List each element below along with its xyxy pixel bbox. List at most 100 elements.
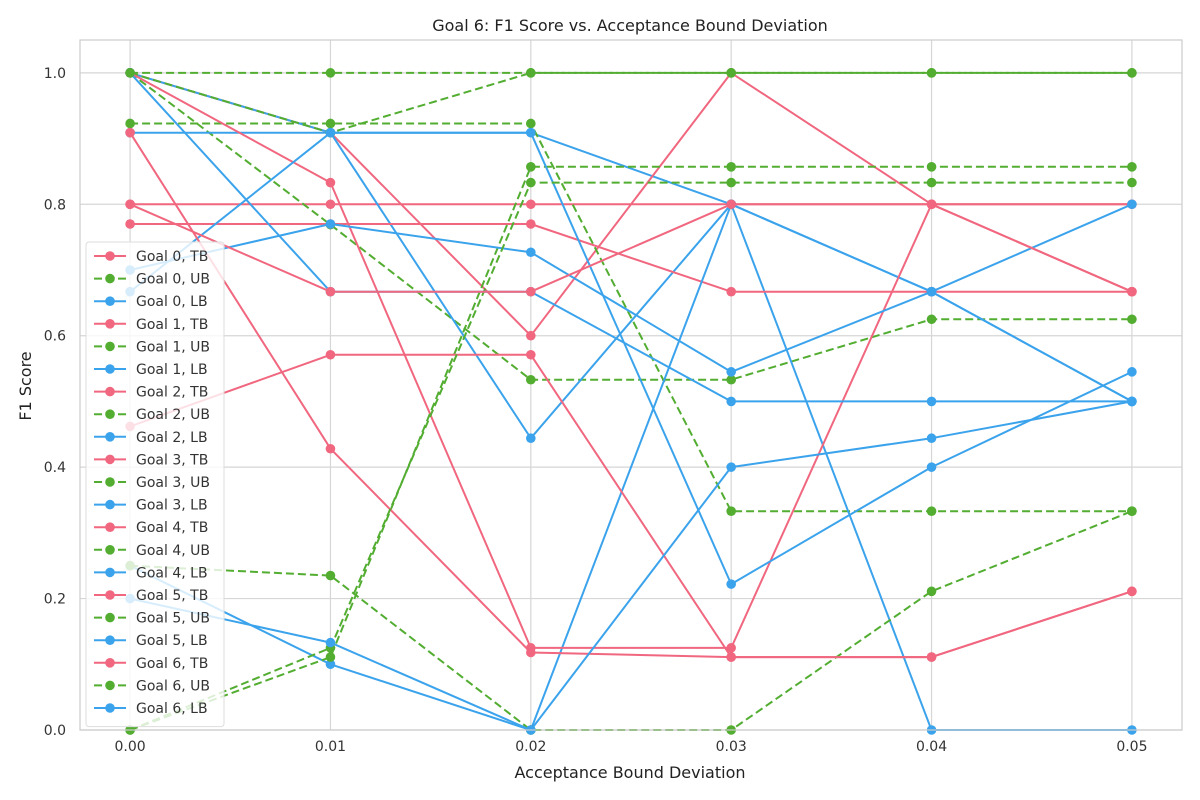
- legend-marker: [105, 341, 115, 352]
- data-point: [726, 199, 736, 210]
- data-point: [125, 199, 135, 210]
- data-point: [926, 652, 937, 662]
- legend-marker: [105, 522, 115, 532]
- legend-item: Goal 5, UB: [94, 611, 210, 627]
- data-point: [526, 127, 536, 138]
- legend-label: Goal 0, LB: [136, 294, 208, 310]
- legend-marker: [105, 364, 115, 374]
- series-goal-6-ub: [125, 68, 1137, 78]
- data-point: [325, 652, 336, 662]
- y-axis-label: F1 Score: [16, 351, 35, 420]
- data-point: [726, 177, 736, 188]
- legend-item: Goal 4, LB: [94, 565, 208, 581]
- y-tick-label: 0.0: [44, 723, 66, 739]
- legend-marker: [105, 612, 115, 623]
- legend-label: Goal 6, TB: [136, 656, 208, 672]
- legend-label: Goal 2, LB: [136, 430, 208, 446]
- series-line: [130, 223, 1132, 293]
- data-point: [926, 177, 937, 188]
- legend-item: Goal 2, UB: [94, 407, 210, 423]
- data-point: [125, 127, 135, 138]
- data-point: [325, 219, 336, 229]
- y-tick-label: 0.8: [44, 197, 66, 213]
- legend-marker: [105, 567, 115, 578]
- legend-item: Goal 3, UB: [94, 475, 210, 491]
- data-point: [726, 396, 736, 407]
- chart-title: Goal 6: F1 Score vs. Acceptance Bound De…: [432, 16, 828, 35]
- series-line: [129, 203, 1133, 293]
- data-point: [926, 162, 937, 172]
- data-point: [1127, 396, 1137, 407]
- data-point: [726, 367, 736, 377]
- legend-label: Goal 3, LB: [136, 498, 208, 514]
- y-tick-label: 1.0: [44, 66, 66, 82]
- y-axis-ticks: 0.0 0.2 0.4 0.6 0.8 1.0: [44, 66, 66, 739]
- legend-marker: [105, 273, 115, 284]
- data-point: [325, 199, 336, 210]
- legend-marker: [105, 590, 115, 600]
- data-point: [726, 643, 736, 653]
- legend-item: Goal 0, UB: [94, 272, 210, 288]
- data-point: [325, 127, 336, 138]
- y-tick-label: 0.4: [44, 460, 66, 476]
- legend-item: Goal 0, TB: [94, 249, 208, 265]
- data-point: [926, 433, 937, 444]
- legend-item: Goal 5, LB: [94, 633, 208, 649]
- data-point: [726, 68, 736, 78]
- legend-item: Goal 3, TB: [94, 452, 208, 468]
- legend-label: Goal 6, UB: [136, 678, 210, 694]
- data-point: [325, 443, 336, 454]
- legend-item: Goal 2, TB: [94, 385, 208, 401]
- series-line: [130, 122, 1132, 513]
- data-point: [1127, 367, 1137, 377]
- data-point: [125, 219, 135, 229]
- legend-item: Goal 2, LB: [94, 430, 208, 446]
- data-point: [726, 652, 736, 662]
- data-point: [926, 199, 937, 210]
- data-point: [526, 374, 536, 385]
- legend-label: Goal 2, TB: [136, 385, 208, 401]
- data-point: [526, 199, 536, 210]
- legend-marker: [105, 251, 115, 261]
- series-line: [129, 223, 1133, 403]
- data-point: [325, 659, 336, 670]
- legend-item: Goal 6, TB: [94, 656, 208, 672]
- data-point: [1127, 286, 1137, 297]
- data-point: [1127, 177, 1137, 188]
- legend-label: Goal 0, TB: [136, 249, 208, 265]
- data-point: [526, 118, 536, 129]
- data-point: [125, 68, 135, 78]
- x-tick-label: 0.02: [515, 739, 546, 755]
- data-point: [526, 330, 536, 341]
- legend-marker: [105, 703, 115, 713]
- data-point: [325, 177, 336, 188]
- series-line: [129, 72, 1132, 403]
- legend-box: [85, 241, 225, 728]
- data-point: [325, 118, 336, 129]
- series-line: [129, 181, 1132, 731]
- plot-frame: [79, 39, 1183, 731]
- data-point: [1127, 586, 1137, 597]
- legend-marker: [105, 658, 115, 668]
- data-point: [526, 286, 536, 297]
- legend-item: Goal 6, LB: [94, 701, 208, 717]
- data-point: [526, 647, 536, 658]
- legend-label: Goal 1, TB: [136, 317, 208, 333]
- data-point: [325, 286, 336, 297]
- legend-item: Goal 0, LB: [94, 294, 208, 310]
- data-point: [526, 433, 536, 444]
- x-axis-ticks: 0.00 0.01 0.02 0.03 0.04 0.05: [115, 739, 1148, 755]
- data-point: [726, 579, 736, 589]
- legend-marker: [105, 477, 115, 487]
- legend-item: Goal 1, LB: [94, 362, 208, 378]
- legend-marker: [105, 319, 115, 329]
- legend-label: Goal 0, UB: [136, 272, 210, 288]
- legend-item: Goal 4, UB: [94, 543, 210, 559]
- legend-marker: [105, 545, 115, 555]
- legend-marker: [105, 386, 115, 397]
- series-goal-3-lb: [125, 127, 1137, 589]
- data-point: [325, 637, 336, 648]
- data-point: [325, 349, 336, 360]
- legend-marker: [105, 635, 115, 645]
- legend-item: Goal 4, TB: [94, 520, 208, 536]
